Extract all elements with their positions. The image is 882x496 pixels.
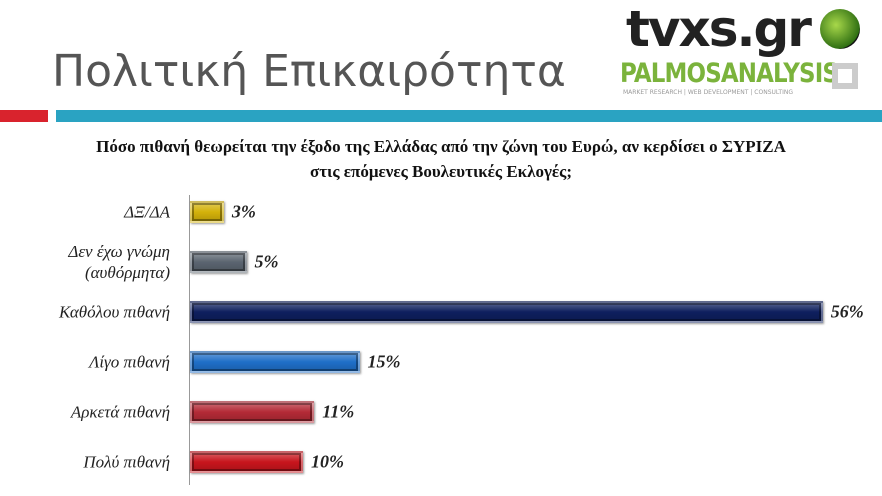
value-label: 15% bbox=[367, 351, 401, 372]
category-label: Λίγο πιθανή bbox=[89, 352, 170, 372]
brand-icon bbox=[832, 63, 858, 89]
logo-globe bbox=[820, 9, 860, 49]
bar bbox=[190, 201, 224, 223]
brand: PALMOSANALYSIS bbox=[620, 58, 839, 89]
bar bbox=[190, 251, 247, 273]
accent-bar bbox=[0, 110, 48, 122]
bar bbox=[190, 301, 823, 323]
bar bbox=[190, 351, 360, 373]
category-label: Καθόλου πιθανή bbox=[58, 302, 170, 322]
category-label: Δεν έχω γνώμη (αυθόρμητα) bbox=[68, 242, 170, 282]
value-label: 11% bbox=[322, 401, 355, 422]
bar bbox=[190, 451, 303, 473]
chart-title: Πόσο πιθανή θεωρείται την έξοδο της Ελλά… bbox=[96, 137, 786, 181]
slide-title: Πολιτική Επικαιρότητα bbox=[52, 46, 566, 97]
value-label: 56% bbox=[830, 301, 864, 322]
logo: tvxs.gr bbox=[626, 0, 812, 58]
accent-bar bbox=[56, 110, 882, 122]
brand-tagline: MARKET RESEARCH | WEB DEVELOPMENT | CONS… bbox=[623, 89, 793, 96]
category-label: ΔΞ/ΔΑ bbox=[124, 202, 170, 222]
bar bbox=[190, 401, 315, 423]
value-label: 5% bbox=[254, 251, 279, 272]
value-label: 3% bbox=[231, 201, 256, 222]
value-label: 10% bbox=[311, 451, 344, 472]
category-label: Αρκετά πιθανή bbox=[70, 402, 170, 422]
category-label: Πολύ πιθανή bbox=[83, 452, 170, 472]
axis-line bbox=[189, 195, 190, 485]
